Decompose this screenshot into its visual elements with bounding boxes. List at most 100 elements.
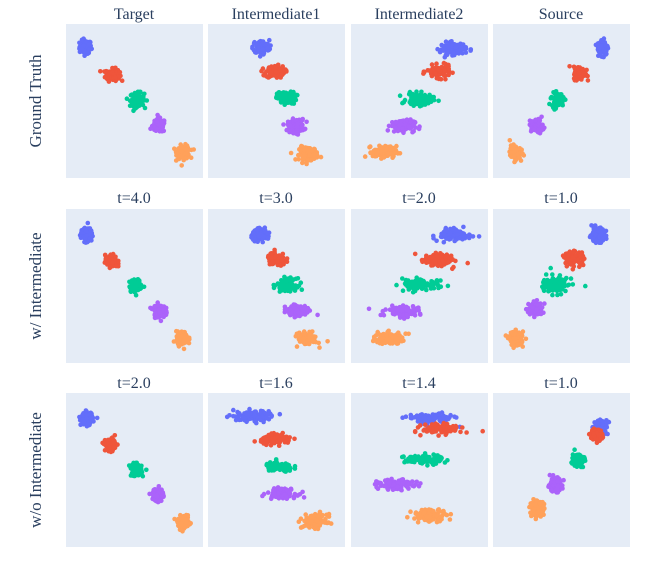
data-point: [256, 47, 262, 52]
data-point: [593, 238, 599, 244]
data-point: [410, 129, 415, 135]
data-point: [385, 128, 391, 133]
data-point: [568, 262, 574, 267]
data-point: [418, 312, 423, 317]
data-point: [450, 42, 456, 47]
data-point: [258, 232, 264, 237]
data-point: [577, 260, 583, 266]
data-point: [302, 312, 308, 317]
data-point: [112, 433, 118, 438]
data-point: [400, 288, 406, 294]
data-point: [179, 149, 184, 154]
cluster-3: [527, 114, 547, 136]
data-point: [406, 280, 411, 286]
data-point: [411, 122, 416, 128]
data-point: [394, 282, 399, 288]
data-point: [137, 472, 142, 477]
data-point: [547, 288, 553, 293]
data-point: [269, 251, 274, 256]
data-point: [295, 285, 300, 290]
data-point: [460, 51, 465, 56]
data-point: [512, 149, 517, 154]
panel-r2-c0: [66, 393, 203, 547]
data-point: [442, 232, 447, 238]
data-point: [296, 310, 301, 316]
data-point: [452, 238, 458, 244]
data-point: [443, 77, 448, 82]
data-point: [173, 149, 179, 155]
panel-r1-c2: [351, 209, 488, 363]
data-point: [288, 311, 294, 316]
data-point: [457, 229, 463, 234]
data-point: [284, 256, 290, 261]
data-point: [275, 62, 281, 68]
data-point: [284, 259, 290, 265]
data-point: [406, 331, 411, 337]
data-point: [376, 331, 382, 337]
data-point: [138, 99, 143, 104]
data-point: [415, 95, 420, 101]
data-point: [273, 253, 279, 259]
data-point: [380, 335, 386, 341]
data-point: [581, 71, 587, 77]
data-point: [154, 494, 160, 499]
data-point: [144, 98, 150, 103]
data-point: [77, 49, 83, 55]
data-point: [385, 151, 391, 157]
data-point: [84, 416, 89, 422]
data-point: [280, 251, 286, 257]
data-point: [87, 420, 93, 426]
data-point: [111, 444, 117, 450]
data-point: [81, 419, 87, 425]
cluster-0: [435, 39, 474, 60]
data-point: [273, 65, 278, 71]
data-point: [310, 338, 316, 343]
data-point: [563, 288, 568, 294]
data-point: [532, 314, 537, 320]
cluster-4: [171, 328, 192, 352]
row-label-wo-intermediate: w/o Intermediate: [26, 412, 45, 528]
data-point: [134, 467, 139, 472]
cluster-4: [370, 328, 411, 347]
data-point: [283, 96, 288, 101]
data-point: [459, 45, 465, 51]
data-point: [561, 283, 567, 289]
data-point: [534, 307, 539, 313]
data-point: [381, 155, 387, 160]
data-point: [562, 277, 568, 283]
data-point: [89, 416, 94, 422]
data-point: [267, 37, 272, 43]
data-point: [453, 45, 459, 50]
data-point: [512, 159, 517, 165]
data-point: [136, 103, 142, 108]
cluster-2: [397, 89, 441, 109]
data-point: [419, 257, 425, 263]
data-point: [389, 307, 395, 313]
data-point: [548, 265, 553, 271]
data-point: [79, 37, 85, 43]
data-point: [82, 48, 87, 54]
data-point: [77, 414, 82, 420]
data-point: [157, 115, 163, 120]
panel-r0-c3: [493, 24, 630, 178]
data-point: [133, 292, 139, 298]
data-point: [521, 153, 527, 158]
data-point: [295, 121, 301, 127]
cluster-4: [507, 138, 527, 165]
data-point: [287, 289, 293, 294]
data-point: [601, 54, 606, 60]
data-point: [310, 148, 315, 153]
data-point: [570, 282, 576, 287]
cluster-3: [282, 302, 320, 320]
data-point: [260, 239, 266, 245]
data-point: [281, 122, 286, 127]
data-point: [94, 415, 100, 421]
cluster-3: [385, 117, 422, 136]
data-point: [424, 287, 429, 293]
data-point: [271, 282, 277, 288]
data-point: [400, 276, 405, 281]
data-point: [428, 69, 433, 74]
data-point: [383, 145, 389, 151]
data-point: [557, 102, 562, 107]
